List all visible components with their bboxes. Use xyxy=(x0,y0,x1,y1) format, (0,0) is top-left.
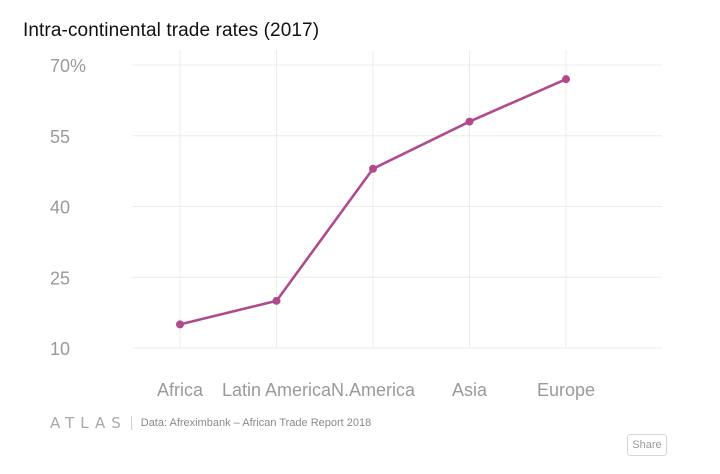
data-point[interactable] xyxy=(272,296,281,305)
data-point[interactable] xyxy=(562,75,570,84)
data-source: Data: Afreximbank – African Trade Report… xyxy=(140,417,372,429)
y-tick-label: 55 xyxy=(50,127,70,147)
y-tick-label: 40 xyxy=(50,198,70,218)
gridlines xyxy=(132,50,662,349)
data-point[interactable] xyxy=(176,320,184,329)
x-tick-label: Africa xyxy=(157,380,204,400)
x-tick-label: N.America xyxy=(331,380,416,400)
y-tick-label: 10 xyxy=(50,339,70,359)
y-tick-label: 25 xyxy=(50,268,70,288)
series-layer xyxy=(176,75,570,329)
share-button[interactable]: Share xyxy=(627,434,667,456)
x-tick-label: Latin America xyxy=(222,380,332,400)
chart-title: Intra-continental trade rates (2017) xyxy=(23,20,320,41)
data-point[interactable] xyxy=(369,164,377,173)
chart-footer: ATLAS Data: Afreximbank – African Trade … xyxy=(50,414,371,432)
footer-separator xyxy=(130,416,132,430)
data-point[interactable] xyxy=(465,117,474,126)
x-axis-ticks: Africa Latin America N.America Asia Europe xyxy=(157,380,595,400)
x-tick-label: Europe xyxy=(537,380,595,400)
y-axis-ticks: 10 25 40 55 70% xyxy=(50,56,86,359)
x-tick-label: Asia xyxy=(452,380,488,400)
atlas-logo[interactable]: ATLAS xyxy=(50,414,127,432)
y-tick-label: 70% xyxy=(50,56,86,76)
